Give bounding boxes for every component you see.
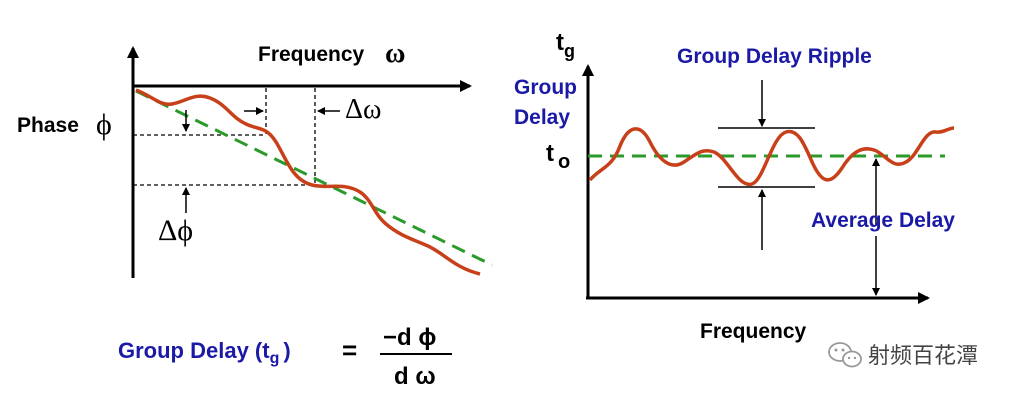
- formula-label: Group Delay (tg): [118, 338, 291, 367]
- group-label: Group: [514, 76, 577, 99]
- phase-trend-line: [135, 89, 493, 267]
- average-delay-label: Average Delay: [811, 209, 955, 232]
- phase-plot: Frequency ω Phase ϕ Δω Δϕ: [17, 38, 493, 278]
- formula-numerator: −d ϕ: [383, 324, 436, 351]
- delta-omega-label: Δω: [345, 94, 381, 125]
- ripple-label: Group Delay Ripple: [677, 45, 872, 68]
- tg-symbol: tg: [556, 29, 575, 61]
- watermark: 射频百花潭: [828, 342, 978, 369]
- group-delay-formula: Group Delay (tg) = −d ϕ d ω: [118, 324, 452, 390]
- group-delay-curve: [588, 126, 955, 186]
- formula-denominator: d ω: [394, 363, 436, 390]
- phase-curve: [135, 88, 481, 276]
- delta-phi-label: Δϕ: [158, 214, 193, 247]
- delay-label: Delay: [514, 106, 570, 129]
- delay-x-axis-label: Frequency: [700, 320, 807, 343]
- phase-x-axis-symbol: ω: [385, 38, 405, 69]
- wechat-logo-icon: [828, 342, 862, 368]
- formula-equals: =: [342, 335, 357, 365]
- phase-y-axis-label: Phase: [17, 114, 79, 137]
- phase-y-axis-symbol: ϕ: [96, 108, 112, 141]
- watermark-text: 射频百花潭: [868, 344, 978, 369]
- phase-x-axis-label: Frequency: [258, 43, 365, 66]
